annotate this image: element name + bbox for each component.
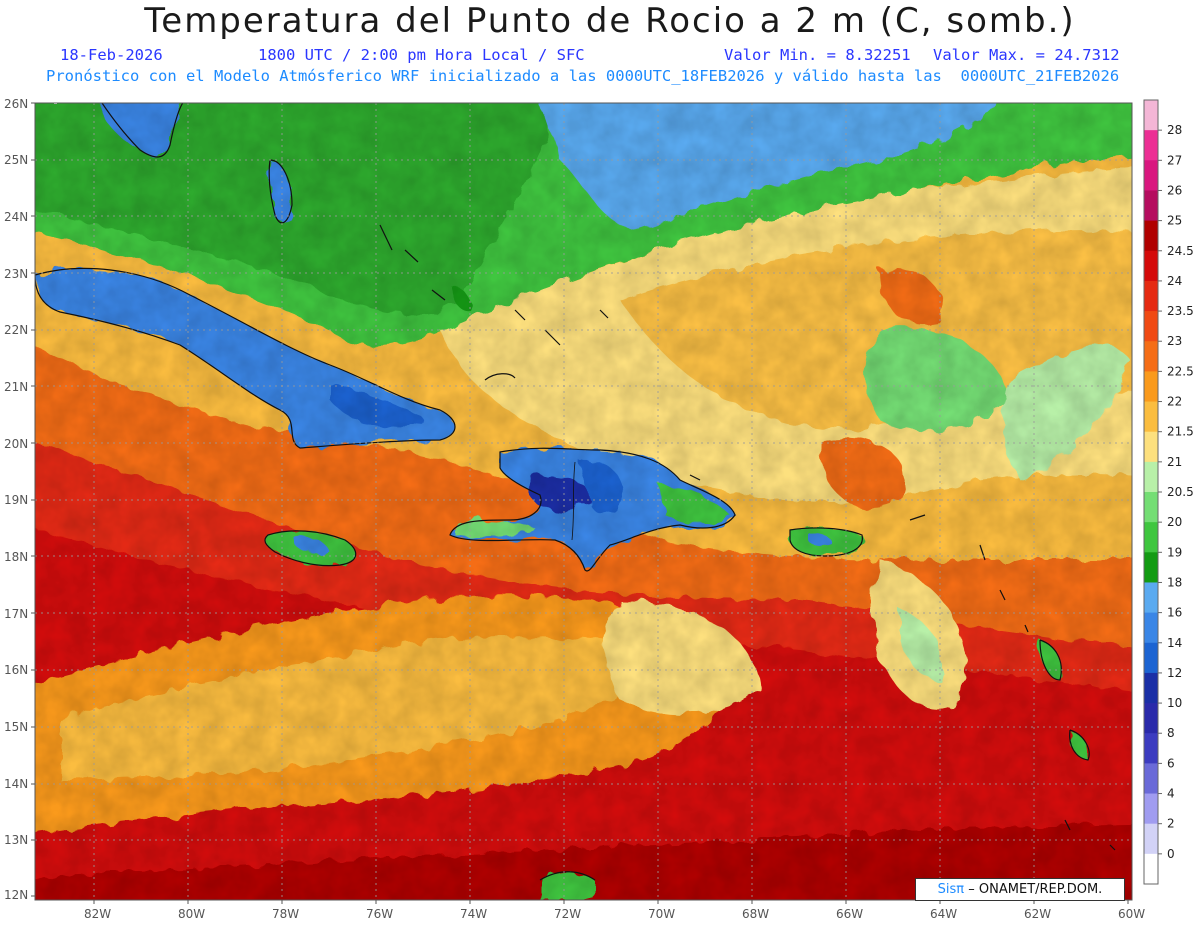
lon-tick: 64W bbox=[930, 907, 957, 921]
colorbar-label: 20.5 bbox=[1167, 485, 1194, 499]
colorbar-swatch bbox=[1144, 793, 1158, 825]
colorbar-label: 4 bbox=[1167, 787, 1175, 801]
colorbar-label: 21.5 bbox=[1167, 425, 1194, 439]
colorbar-swatch bbox=[1144, 220, 1158, 252]
lat-tick: 20N bbox=[4, 437, 28, 451]
lon-tick: 80W bbox=[178, 907, 205, 921]
lat-tick: 19N bbox=[4, 493, 28, 507]
colorbar-swatch bbox=[1144, 522, 1158, 553]
colorbar-label: 0 bbox=[1167, 847, 1175, 861]
colorbar-swatch bbox=[1144, 280, 1158, 312]
colorbar-swatch bbox=[1144, 401, 1158, 433]
colorbar-label: 12 bbox=[1167, 666, 1182, 680]
colorbar-swatch bbox=[1144, 733, 1158, 764]
colorbar-swatch bbox=[1144, 582, 1158, 614]
colorbar: 2827262524.52423.52322.52221.52120.52019… bbox=[1143, 99, 1194, 885]
latitude-axis: 26N 25N 24N 23N 22N 21N 20N 19N 18N 17N … bbox=[4, 97, 28, 902]
model-info: Pronóstico con el Modelo Atmósferico WRF… bbox=[46, 67, 1120, 85]
colorbar-swatch bbox=[1144, 763, 1158, 795]
colorbar-label: 27 bbox=[1167, 153, 1182, 167]
dewpoint-field bbox=[35, 103, 1132, 900]
colorbar-swatch bbox=[1144, 552, 1158, 583]
colorbar-label: 19 bbox=[1167, 545, 1182, 559]
lat-tick: 24N bbox=[4, 210, 28, 224]
colorbar-label: 23.5 bbox=[1167, 304, 1194, 318]
lon-tick: 82W bbox=[84, 907, 111, 921]
colorbar-label: 18 bbox=[1167, 575, 1182, 589]
colorbar-swatch bbox=[1144, 100, 1158, 131]
colorbar-label: 28 bbox=[1167, 123, 1182, 137]
colorbar-swatch bbox=[1144, 371, 1158, 403]
colorbar-label: 14 bbox=[1167, 636, 1182, 650]
colorbar-label: 21 bbox=[1167, 455, 1182, 469]
lat-tick: 16N bbox=[4, 663, 28, 677]
lon-tick: 78W bbox=[272, 907, 299, 921]
lat-tick: 13N bbox=[4, 833, 28, 847]
colorbar-swatch bbox=[1144, 311, 1158, 342]
colorbar-swatch bbox=[1144, 250, 1158, 282]
colorbar-label: 16 bbox=[1167, 606, 1182, 620]
map-title: Temperatura del Punto de Rocio a 2 m (C,… bbox=[144, 1, 1076, 41]
colorbar-swatch bbox=[1144, 461, 1158, 493]
colorbar-label: 6 bbox=[1167, 756, 1175, 770]
lon-tick: 74W bbox=[460, 907, 487, 921]
forecast-time: 1800 UTC / 2:00 pm Hora Local / SFC bbox=[258, 46, 585, 64]
colorbar-swatch bbox=[1144, 672, 1158, 704]
lat-tick: 12N bbox=[4, 888, 28, 902]
colorbar-swatch bbox=[1144, 642, 1158, 674]
lat-tick: 18N bbox=[4, 550, 28, 564]
colorbar-swatch bbox=[1144, 431, 1158, 463]
colorbar-label: 23 bbox=[1167, 334, 1182, 348]
lon-tick: 60W bbox=[1118, 907, 1145, 921]
min-value: Valor Min. = 8.32251 bbox=[724, 46, 911, 64]
lon-tick: 70W bbox=[648, 907, 675, 921]
colorbar-swatch bbox=[1144, 853, 1158, 885]
colorbar-label: 10 bbox=[1167, 696, 1182, 710]
colorbar-swatch bbox=[1144, 823, 1158, 855]
colorbar-swatch bbox=[1144, 492, 1158, 523]
lon-tick: 76W bbox=[366, 907, 393, 921]
colorbar-label: 22 bbox=[1167, 395, 1182, 409]
lat-tick: 14N bbox=[4, 777, 28, 791]
lat-tick: 17N bbox=[4, 607, 28, 621]
lat-tick: 21N bbox=[4, 380, 28, 394]
lat-tick: 22N bbox=[4, 323, 28, 337]
sispi-logo: Sisπ bbox=[937, 882, 965, 897]
forecast-date: 18-Feb-2026 bbox=[60, 46, 163, 64]
colorbar-label: 22.5 bbox=[1167, 364, 1194, 378]
colorbar-label: 8 bbox=[1167, 726, 1175, 740]
lon-tick: 62W bbox=[1024, 907, 1051, 921]
lat-tick: 15N bbox=[4, 720, 28, 734]
colorbar-swatch bbox=[1144, 341, 1158, 372]
lat-tick: 25N bbox=[4, 153, 28, 167]
colorbar-label: 2 bbox=[1167, 817, 1175, 831]
max-value: Valor Max. = 24.7312 bbox=[933, 46, 1120, 64]
lat-tick: 26N bbox=[4, 97, 28, 111]
credit-box: Sisπ – ONAMET/REP.DOM. bbox=[915, 878, 1125, 901]
lon-tick: 68W bbox=[742, 907, 769, 921]
colorbar-swatch bbox=[1144, 612, 1158, 644]
colorbar-label: 26 bbox=[1167, 183, 1182, 197]
colorbar-swatch bbox=[1144, 190, 1158, 222]
colorbar-swatch bbox=[1144, 160, 1158, 191]
colorbar-label: 25 bbox=[1167, 214, 1182, 228]
colorbar-label: 24.5 bbox=[1167, 244, 1194, 258]
colorbar-swatch bbox=[1144, 130, 1158, 161]
credit-org: – ONAMET/REP.DOM. bbox=[968, 882, 1103, 897]
lat-tick: 23N bbox=[4, 267, 28, 281]
colorbar-label: 20 bbox=[1167, 515, 1182, 529]
lon-tick: 66W bbox=[836, 907, 863, 921]
longitude-axis: 82W 80W 78W 76W 74W 72W 70W 68W 66W 64W … bbox=[84, 907, 1145, 921]
colorbar-label: 24 bbox=[1167, 274, 1182, 288]
colorbar-swatch bbox=[1144, 703, 1158, 734]
lon-tick: 72W bbox=[554, 907, 581, 921]
